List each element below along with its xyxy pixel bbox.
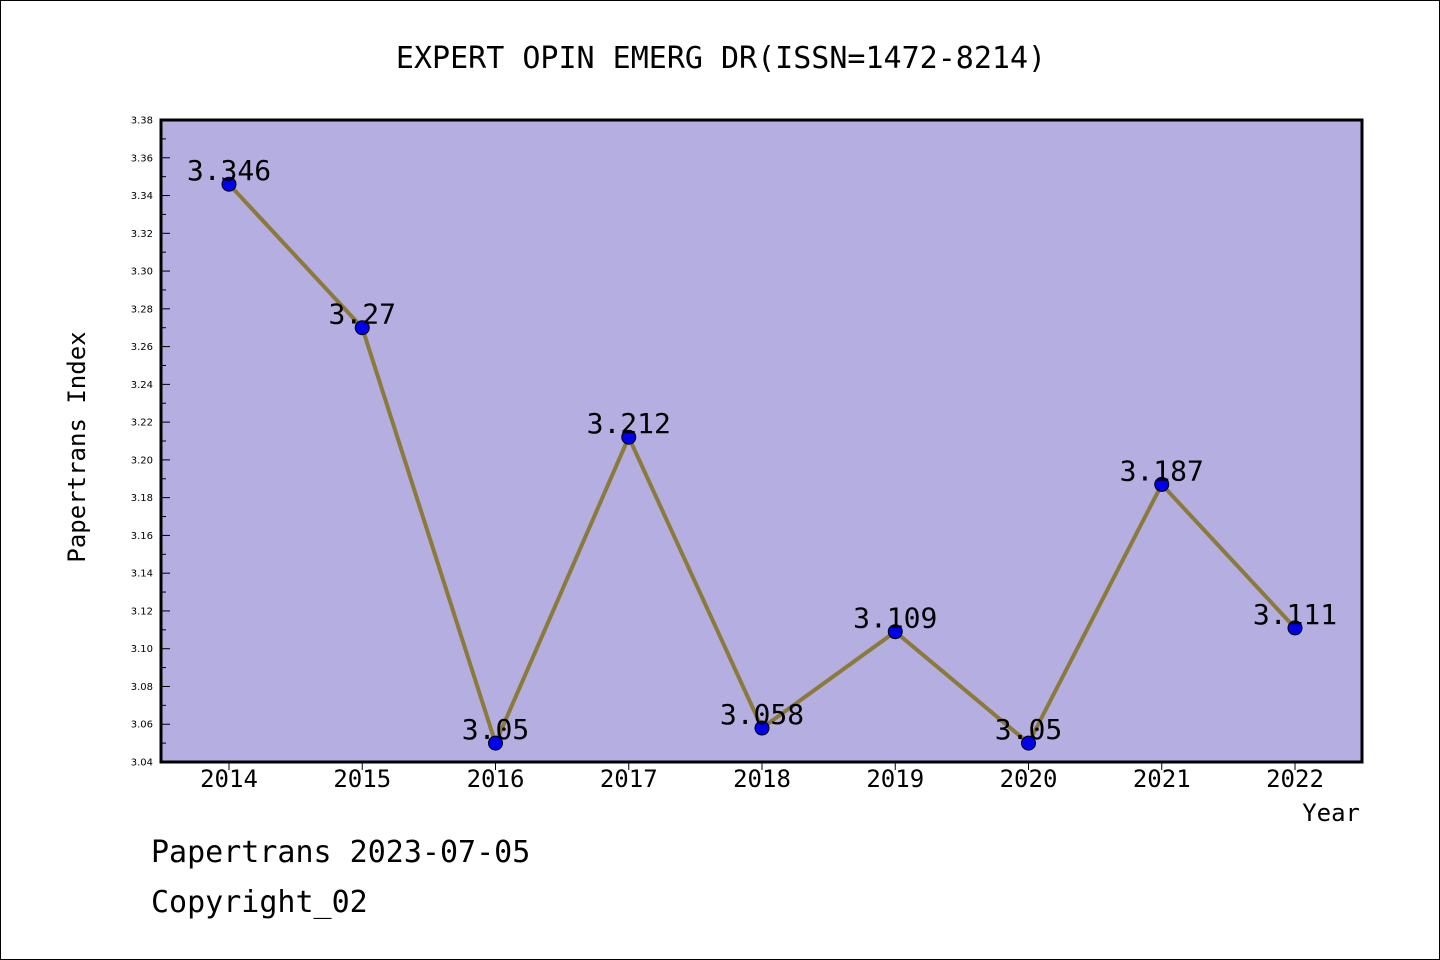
x-tick-label: 2014	[200, 765, 258, 793]
y-tick-label: 3.26	[131, 342, 153, 353]
data-label: 3.111	[1253, 598, 1337, 631]
data-label: 3.27	[329, 298, 396, 331]
data-point	[1021, 735, 1036, 751]
x-tick-label: 2021	[1133, 765, 1191, 793]
y-tick-label: 3.30	[131, 267, 153, 278]
y-tick-label: 3.34	[131, 191, 153, 202]
y-tick-label: 3.24	[131, 380, 153, 391]
data-point	[754, 720, 770, 736]
data-point	[354, 320, 370, 336]
y-tick-label: 3.36	[131, 153, 153, 164]
y-tick-label: 3.10	[131, 644, 153, 655]
data-point	[488, 735, 503, 751]
x-tick-label: 2016	[467, 765, 525, 793]
x-axis: 2014 2015 2016 2017 2018 2019 2020 2021 2022	[200, 762, 1324, 793]
x-tick-label: 2022	[1266, 765, 1324, 793]
y-tick-label: 3.38	[131, 116, 153, 127]
x-tick-label: 2020	[1000, 765, 1058, 793]
y-tick-label: 3.18	[131, 493, 153, 504]
x-tick-label: 2018	[733, 765, 791, 793]
y-tick-label: 3.28	[131, 304, 153, 315]
data-series: 3.346 3.27 3.05 3.212 3.058 3.109 3.05 3.187 3.1…	[187, 154, 1337, 751]
footer-date-line: Papertrans 2023-07-05	[151, 835, 531, 870]
data-label: 3.058	[720, 698, 804, 731]
x-axis-title: Year	[1302, 799, 1360, 827]
y-tick-label: 3.08	[131, 682, 153, 693]
y-tick-label: 3.22	[131, 418, 153, 429]
y-tick-label: 3.14	[131, 569, 153, 580]
x-tick-label: 2019	[866, 765, 924, 793]
y-tick-label: 3.16	[131, 531, 153, 542]
data-point	[1154, 476, 1170, 492]
data-point	[621, 429, 637, 445]
y-tick-label: 3.20	[131, 455, 153, 466]
data-label: 3.109	[853, 602, 937, 635]
data-label: 3.05	[462, 713, 529, 746]
data-point	[1287, 620, 1303, 636]
footer-copyright-line: Copyright_02	[151, 885, 368, 920]
data-label: 3.346	[187, 154, 271, 187]
y-axis: 3.04 3.06 3.08 3.10 3.12 3.14 3.16 3.18 3.20 3.22…	[131, 116, 170, 769]
plot-border	[159, 118, 1364, 764]
data-point	[221, 176, 237, 192]
data-point	[887, 624, 903, 640]
chart-title: EXPERT OPIN EMERG DR(ISSN=1472-8214)	[396, 41, 1046, 76]
y-tick-label: 3.04	[131, 758, 153, 769]
x-tick-label: 2015	[333, 765, 391, 793]
data-label: 3.187	[1120, 454, 1204, 487]
y-tick-label: 3.12	[131, 606, 153, 617]
y-tick-label: 3.06	[131, 720, 153, 731]
plot-area	[161, 120, 1362, 762]
data-label: 3.05	[995, 713, 1062, 746]
y-tick-label: 3.32	[131, 229, 153, 240]
y-axis-title: Papertrans Index	[63, 331, 91, 562]
x-tick-label: 2017	[600, 765, 658, 793]
data-label: 3.212	[587, 407, 671, 440]
